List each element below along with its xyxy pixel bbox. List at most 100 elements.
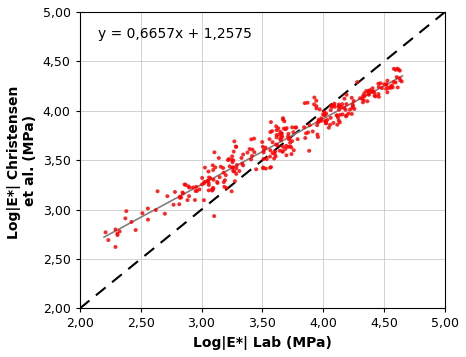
Point	[182, 182, 189, 188]
Point	[271, 151, 279, 157]
Point	[288, 151, 295, 157]
Point	[114, 232, 121, 238]
Point	[176, 195, 184, 201]
Point	[365, 91, 372, 97]
Point	[272, 142, 280, 147]
Point	[361, 93, 368, 99]
Point	[269, 139, 276, 145]
Point	[114, 231, 121, 237]
Point	[333, 112, 341, 118]
Point	[388, 82, 396, 88]
Point	[239, 161, 246, 167]
Point	[321, 112, 328, 117]
Point	[359, 100, 367, 105]
Point	[232, 144, 240, 149]
Point	[377, 80, 384, 86]
Point	[304, 130, 312, 135]
Point	[267, 147, 274, 153]
Point	[284, 134, 292, 140]
Point	[185, 193, 193, 199]
Point	[321, 109, 328, 115]
Point	[334, 115, 342, 121]
Point	[205, 180, 212, 186]
Point	[336, 120, 343, 125]
Point	[279, 144, 287, 150]
Point	[116, 228, 123, 234]
Point	[302, 130, 310, 136]
Point	[267, 165, 274, 171]
Point	[327, 103, 335, 109]
Point	[170, 202, 177, 207]
Point	[266, 154, 274, 160]
Point	[207, 175, 214, 181]
Point	[189, 185, 197, 190]
Point	[358, 96, 366, 102]
Point	[335, 102, 343, 107]
Point	[176, 194, 184, 200]
Point	[396, 75, 403, 81]
Point	[394, 85, 401, 90]
Point	[393, 74, 400, 80]
Point	[286, 135, 294, 141]
Point	[144, 206, 151, 211]
Point	[229, 165, 237, 170]
Point	[249, 147, 256, 152]
Point	[267, 129, 274, 135]
Point	[191, 197, 199, 203]
Point	[204, 178, 211, 184]
Point	[329, 104, 336, 110]
Point	[259, 139, 266, 145]
Point	[179, 191, 187, 196]
Point	[348, 111, 356, 117]
Point	[314, 120, 322, 125]
Point	[322, 119, 329, 124]
Point	[345, 111, 352, 116]
Point	[112, 244, 119, 250]
Point	[178, 195, 185, 200]
Point	[267, 119, 275, 125]
Point	[192, 188, 199, 194]
Point	[279, 117, 287, 122]
Point	[316, 117, 324, 123]
Point	[276, 136, 284, 142]
Point	[342, 114, 350, 119]
Point	[208, 187, 216, 192]
Point	[205, 182, 212, 188]
Point	[336, 112, 344, 118]
Point	[285, 136, 293, 142]
Point	[349, 105, 356, 111]
Point	[260, 150, 267, 155]
Point	[200, 197, 208, 203]
Point	[221, 177, 229, 183]
Point	[384, 78, 391, 84]
Point	[319, 111, 327, 117]
Point	[392, 80, 399, 85]
Point	[293, 125, 300, 130]
Point	[220, 179, 227, 185]
Point	[211, 213, 218, 219]
Point	[176, 201, 183, 207]
Point	[336, 104, 343, 109]
Point	[361, 90, 368, 96]
Point	[276, 132, 283, 138]
Text: y = 0,6657x + 1,2575: y = 0,6657x + 1,2575	[98, 27, 252, 41]
Point	[292, 125, 299, 131]
Point	[390, 79, 397, 85]
Point	[228, 154, 236, 159]
Point	[199, 182, 206, 187]
Point	[248, 153, 256, 159]
Point	[390, 66, 397, 72]
Point	[370, 90, 378, 96]
Point	[343, 113, 350, 119]
Point	[279, 134, 286, 140]
Point	[246, 146, 254, 152]
Point	[144, 217, 152, 222]
Point	[287, 140, 294, 146]
Point	[262, 145, 269, 151]
Point	[281, 119, 288, 124]
Point	[233, 165, 240, 171]
Point	[331, 101, 338, 106]
Point	[301, 100, 308, 106]
Point	[273, 132, 281, 138]
Point	[276, 148, 283, 154]
